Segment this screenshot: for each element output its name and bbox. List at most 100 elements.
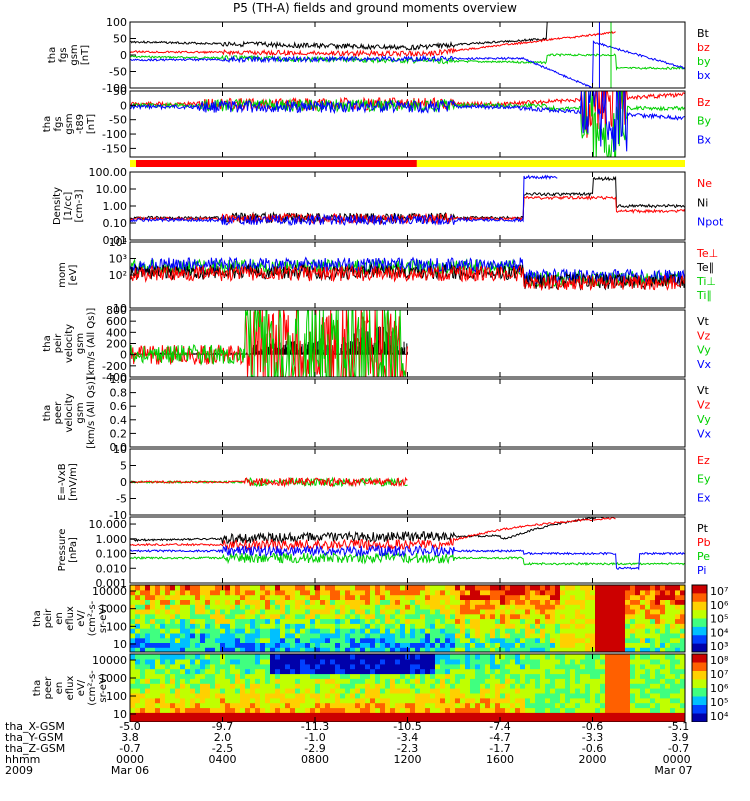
- heatmap-cell: [460, 683, 466, 689]
- heatmap-cell: [310, 647, 316, 652]
- heatmap-cell: [640, 613, 646, 620]
- y-axis-label-line: E=-VxB: [57, 463, 68, 500]
- heatmap-cell: [345, 647, 351, 652]
- heatmap-cell: [350, 604, 356, 610]
- heatmap-cell: [650, 618, 656, 624]
- heatmap-cell: [310, 613, 316, 620]
- heatmap-cell: [335, 647, 341, 652]
- heatmap-cell: [235, 599, 241, 605]
- heatmap-cell: [280, 654, 286, 660]
- heatmap-cell: [400, 673, 406, 679]
- heatmap-cell: [155, 637, 161, 643]
- heatmap-cell: [590, 702, 596, 709]
- heatmap-cell: [300, 702, 306, 709]
- heatmap-cell: [245, 628, 251, 634]
- heatmap-cell: [355, 618, 361, 624]
- heatmap-cell: [480, 707, 486, 713]
- heatmap-cell: [350, 697, 356, 704]
- y-axis-label-line: velocity: [64, 393, 75, 432]
- heatmap-cell: [655, 604, 661, 610]
- heatmap-cell: [605, 594, 611, 600]
- heatmap-cell: [525, 599, 531, 605]
- heatmap-cell: [590, 673, 596, 679]
- heatmap-cell: [255, 613, 261, 620]
- heatmap-cell: [435, 658, 441, 665]
- heatmap-cell: [265, 717, 271, 722]
- heatmap-cell: [415, 628, 421, 634]
- heatmap-cell: [520, 608, 526, 615]
- heatmap-cell: [630, 688, 636, 694]
- heatmap-cell: [435, 712, 441, 718]
- heatmap-cell: [650, 604, 656, 610]
- legend-entry: Ey: [697, 473, 711, 486]
- heatmap-cell: [375, 688, 381, 694]
- heatmap-cell: [210, 673, 216, 679]
- heatmap-cell: [155, 594, 161, 600]
- heatmap-cell: [140, 642, 146, 648]
- heatmap-cell: [360, 692, 366, 699]
- heatmap-cell: [650, 585, 656, 591]
- heatmap-cell: [500, 692, 506, 699]
- heatmap-cell: [240, 688, 246, 694]
- heatmap-cell: [240, 642, 246, 648]
- heatmap-cell: [530, 637, 536, 643]
- ephemeris-value: 1200: [393, 753, 422, 766]
- heatmap-cell: [245, 637, 251, 643]
- heatmap-cell: [215, 673, 221, 679]
- y-tick-label: 0: [120, 349, 127, 362]
- heatmap-cell: [205, 658, 211, 665]
- heatmap-cell: [445, 594, 451, 600]
- heatmap-cell: [175, 692, 181, 699]
- heatmap-cell: [500, 608, 506, 615]
- heatmap-cell: [615, 604, 621, 610]
- heatmap-cell: [585, 707, 591, 713]
- heatmap-cell: [320, 608, 326, 615]
- heatmap-cell: [270, 663, 276, 670]
- heatmap-cell: [615, 642, 621, 648]
- heatmap-cell: [660, 717, 666, 722]
- y-axis-label-line: [1/cc]: [63, 192, 74, 221]
- heatmap-cell: [670, 637, 676, 643]
- heatmap-cell: [325, 697, 331, 704]
- heatmap-cell: [515, 658, 521, 665]
- heatmap-cell: [455, 589, 461, 596]
- heatmap-cell: [555, 688, 561, 694]
- heatmap-cell: [265, 663, 271, 670]
- heatmap-cell: [625, 654, 631, 660]
- heatmap-cell: [340, 623, 346, 629]
- heatmap-cell: [180, 654, 186, 660]
- heatmap-cell: [465, 697, 471, 704]
- heatmap-cell: [205, 678, 211, 684]
- heatmap-cell: [240, 668, 246, 675]
- heatmap-cell: [505, 663, 511, 670]
- heatmap-cell: [625, 697, 631, 704]
- heatmap-cell: [325, 618, 331, 624]
- heatmap-cell: [365, 628, 371, 634]
- heatmap-cell: [405, 613, 411, 620]
- heatmap-cell: [295, 613, 301, 620]
- heatmap-cell: [415, 599, 421, 605]
- heatmap-cell: [355, 673, 361, 679]
- heatmap-cell: [665, 707, 671, 713]
- heatmap-cell: [585, 604, 591, 610]
- heatmap-cell: [170, 692, 176, 699]
- heatmap-cell: [240, 678, 246, 684]
- heatmap-cell: [515, 673, 521, 679]
- heatmap-cell: [565, 599, 571, 605]
- heatmap-cell: [295, 628, 301, 634]
- heatmap-cell: [515, 692, 521, 699]
- heatmap-cell: [135, 707, 141, 713]
- heatmap-cell: [195, 618, 201, 624]
- heatmap-cell: [620, 613, 626, 620]
- heatmap-cell: [155, 707, 161, 713]
- heatmap-cell: [180, 585, 186, 591]
- heatmap-cell: [365, 692, 371, 699]
- heatmap-cell: [185, 623, 191, 629]
- heatmap-cell: [375, 594, 381, 600]
- heatmap-cell: [680, 647, 685, 652]
- heatmap-cell: [650, 668, 656, 675]
- heatmap-cell: [210, 589, 216, 596]
- heatmap-cell: [450, 668, 456, 675]
- heatmap-cell: [180, 668, 186, 675]
- heatmap-cell: [340, 585, 346, 591]
